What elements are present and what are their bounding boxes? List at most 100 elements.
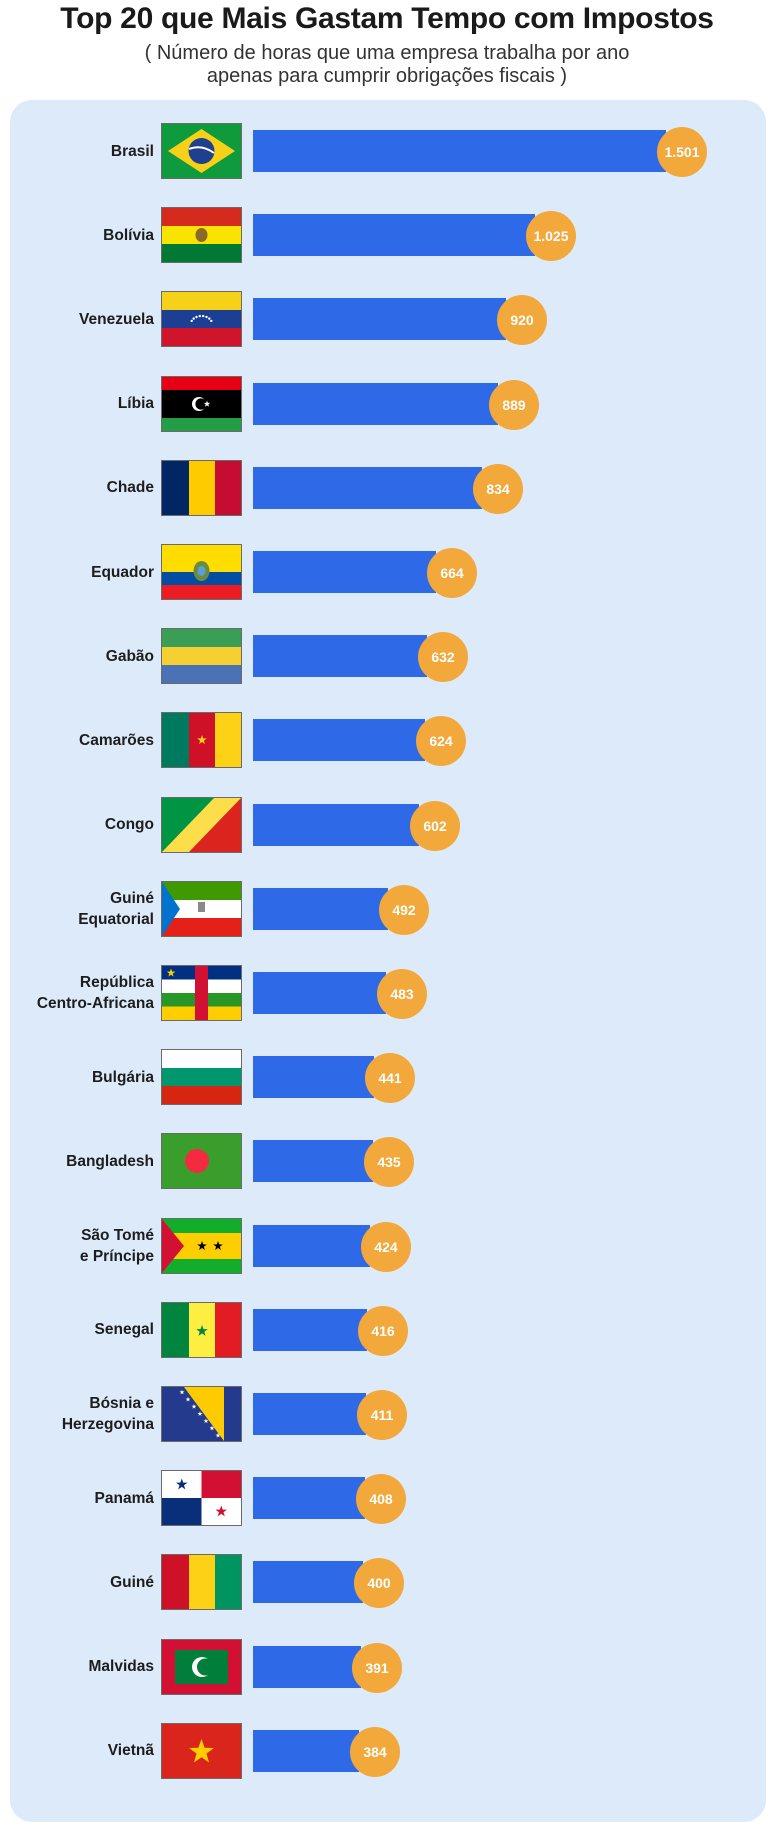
bar-row: Malvidas 391: [0, 1638, 774, 1723]
category-label-line: Malvidas: [88, 1658, 154, 1676]
category-label-line: Herzegovina: [61, 1416, 154, 1433]
central-african-republic-flag-icon: [161, 965, 242, 1021]
bar-row: Congo 602: [0, 796, 774, 881]
bar: [253, 1056, 374, 1099]
bar: [253, 382, 498, 425]
value-label: 664: [427, 548, 477, 598]
category-label: Bangladesh: [8, 1133, 154, 1189]
bar-row: República Centro-Africana 483: [0, 965, 774, 1049]
category-label-line: Venezuela: [79, 310, 154, 328]
page-subtitle: ( Número de horas que uma empresa trabal…: [60, 42, 714, 88]
bar-row: Líbia 889: [0, 375, 774, 460]
category-label-line: Chade: [106, 479, 154, 497]
value-label: 492: [379, 884, 429, 935]
value-label: 834: [473, 463, 523, 514]
value-label: 920: [497, 295, 547, 346]
maldives-flag-icon: [161, 1638, 242, 1695]
value-label: 602: [410, 800, 460, 851]
bar: [253, 635, 427, 678]
category-label: Venezuela: [8, 291, 154, 347]
bar-row: Bósnia e Herzegovina 411: [0, 1386, 774, 1470]
category-label: Líbia: [8, 376, 154, 432]
subtitle-line-1: ( Número de horas que uma empresa trabal…: [144, 42, 630, 64]
category-label: Bulgária: [8, 1049, 154, 1105]
category-label: Panamá: [8, 1470, 154, 1526]
category-label: Malvidas: [8, 1639, 154, 1695]
venezuela-flag-icon: [161, 291, 242, 348]
category-label: Equador: [8, 544, 154, 600]
bar: [253, 1561, 363, 1604]
bar-row: Bolívia 1.025: [0, 207, 774, 291]
bar-row: Bangladesh 435: [0, 1133, 774, 1217]
value-label: 400: [354, 1558, 404, 1609]
bar: [253, 1140, 373, 1183]
panama-flag-icon: [161, 1470, 242, 1527]
equatorial-guinea-flag-icon: [161, 880, 242, 937]
bar: [253, 298, 506, 341]
category-label-line: Bangladesh: [66, 1152, 154, 1170]
category-label: Chade: [8, 460, 154, 516]
bar: [253, 719, 425, 762]
bar: [253, 1393, 366, 1435]
bar-row: Bulgária 441: [0, 1049, 774, 1133]
category-label-line: Brasil: [110, 142, 154, 160]
bolivia-flag-icon: [161, 207, 242, 264]
bar-row: Senegal 416: [0, 1301, 774, 1386]
category-label: Senegal: [8, 1302, 154, 1358]
category-label-line: Camarões: [79, 731, 154, 749]
category-label: Camarões: [8, 712, 154, 768]
category-label-line: Panamá: [94, 1489, 154, 1507]
bar-row: Camarões 624: [0, 712, 774, 796]
page-title: Top 20 que Mais Gastam Tempo com Imposto…: [60, 2, 714, 35]
bar-row: Gabão 632: [0, 628, 774, 712]
bar: [253, 1477, 365, 1520]
ecuador-flag-icon: [161, 544, 242, 600]
gabon-flag-icon: [161, 628, 242, 685]
bar: [253, 803, 419, 846]
category-label-line: Vietnã: [107, 1742, 154, 1760]
bar: [253, 887, 388, 930]
bar: [253, 972, 386, 1014]
value-label: 624: [416, 716, 466, 767]
category-label-line: Bolívia: [103, 226, 154, 244]
value-label: 1.025: [526, 211, 576, 262]
value-label: 424: [361, 1221, 411, 1272]
bar: [253, 1645, 361, 1688]
value-label: 441: [365, 1053, 415, 1104]
bar: [253, 1308, 367, 1351]
subtitle-line-2: apenas para cumprir obrigações fiscais ): [206, 65, 568, 87]
category-label: Bolívia: [8, 207, 154, 263]
category-label-line: Centro-Africana: [36, 995, 154, 1012]
category-label-line: República: [79, 974, 154, 991]
value-label: 408: [356, 1474, 406, 1525]
category-label-line: Bulgária: [91, 1068, 154, 1086]
bar: [253, 130, 666, 172]
bar-row: Venezuela 920: [0, 291, 774, 375]
sao-tome-flag-icon: [161, 1217, 242, 1274]
libya-flag-icon: [161, 375, 242, 432]
chad-flag-icon: [161, 459, 242, 516]
value-label: 889: [489, 379, 539, 430]
category-label-line: Bósnia e: [89, 1395, 154, 1412]
brazil-flag-icon: [161, 123, 242, 179]
vietnam-flag-icon: [161, 1722, 242, 1779]
senegal-flag-icon: [161, 1301, 242, 1358]
bar: [253, 1224, 370, 1267]
bosnia-flag-icon: [161, 1386, 242, 1442]
category-label: República Centro-Africana: [8, 965, 154, 1021]
category-label: São Tomé e Príncipe: [8, 1218, 154, 1274]
category-label-line: São Tomé: [81, 1226, 154, 1244]
category-label-line: Equatorial: [78, 910, 154, 928]
category-label: Guiné: [8, 1554, 154, 1610]
bangladesh-flag-icon: [161, 1133, 242, 1190]
bar: [253, 551, 436, 593]
value-label: 632: [418, 632, 468, 683]
cameroon-flag-icon: [161, 712, 242, 769]
category-label-line: Gabão: [105, 647, 154, 665]
value-label: 384: [350, 1726, 400, 1777]
value-label: 483: [377, 969, 427, 1019]
bar-row: Chade 834: [0, 459, 774, 544]
category-label-line: Líbia: [117, 395, 154, 413]
bar-row: Panamá 408: [0, 1470, 774, 1554]
category-label: Brasil: [8, 123, 154, 179]
